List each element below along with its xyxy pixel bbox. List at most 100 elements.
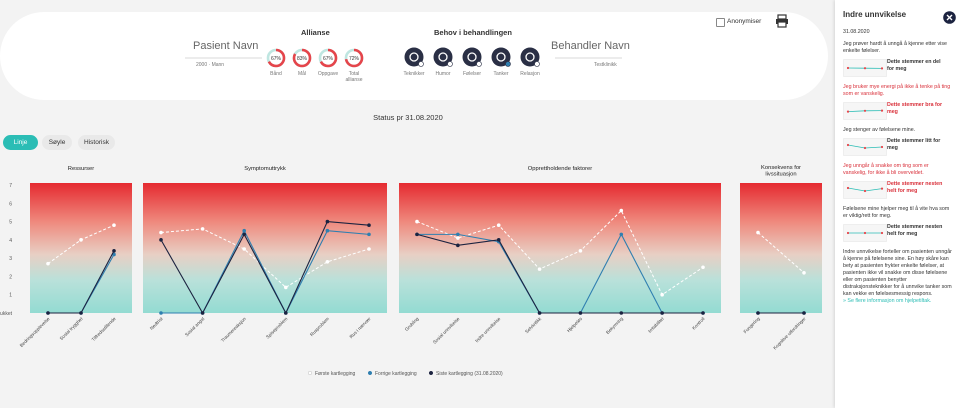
x-tick-label: Bekymring bbox=[605, 316, 624, 335]
sparkline-point bbox=[863, 189, 867, 193]
alliance-title: Allianse bbox=[301, 28, 330, 37]
print-icon[interactable] bbox=[775, 14, 789, 28]
need-icon[interactable] bbox=[433, 47, 453, 67]
legend-marker bbox=[428, 370, 434, 376]
series-point bbox=[496, 223, 501, 228]
legend-label: Siste kartlegging (31.08.2020) bbox=[436, 371, 503, 377]
series-point bbox=[367, 232, 371, 237]
sparkline-point bbox=[846, 186, 850, 190]
series-point bbox=[242, 247, 246, 251]
series-line bbox=[416, 233, 703, 314]
x-tick-label: Rusproblem bbox=[309, 316, 330, 337]
need-label: Tanker bbox=[493, 71, 508, 77]
series-point bbox=[325, 219, 330, 224]
checkbox[interactable] bbox=[716, 18, 725, 27]
series-point bbox=[79, 238, 83, 242]
need-label: Humor bbox=[435, 71, 450, 77]
series-point bbox=[159, 311, 163, 315]
gauge-label: Bånd bbox=[270, 70, 282, 77]
series-point bbox=[660, 292, 664, 297]
y-tick-label: 6 bbox=[9, 201, 12, 207]
need-label: Teknikker bbox=[403, 71, 424, 77]
tab[interactable]: Søyle bbox=[42, 135, 72, 150]
need-glyph bbox=[409, 52, 419, 62]
tab[interactable]: Historisk bbox=[78, 135, 115, 150]
sparkline bbox=[843, 181, 887, 199]
status: Status pr 31.08.2020 bbox=[373, 113, 443, 122]
statement: Jeg stenger av følelsene mine. bbox=[843, 127, 916, 133]
statement-item: Jeg stenger av følelsene mine. Dette stem… bbox=[843, 127, 952, 156]
sparkline-point bbox=[880, 109, 884, 112]
need-icon[interactable] bbox=[462, 47, 482, 67]
need-label: Relasjon bbox=[520, 71, 540, 77]
series-line bbox=[757, 232, 805, 274]
need-icon[interactable] bbox=[520, 47, 540, 67]
tab[interactable]: Linje bbox=[3, 135, 38, 150]
series-point bbox=[701, 311, 705, 315]
panel-background bbox=[143, 183, 387, 313]
series-line bbox=[160, 228, 370, 289]
sparkline bbox=[843, 102, 887, 120]
gauge-arc bbox=[266, 48, 286, 68]
series-point bbox=[578, 311, 583, 315]
panel-background bbox=[30, 183, 132, 313]
x-tick-label: Kontroll bbox=[691, 316, 706, 331]
series-point bbox=[200, 311, 205, 315]
series-point bbox=[112, 223, 116, 228]
statement-item: Jeg bruker mye energi på ikke å tenke på… bbox=[843, 84, 952, 120]
x-tick-label: Selvkritikk bbox=[524, 316, 543, 335]
series-point bbox=[325, 260, 330, 264]
series-point bbox=[802, 311, 806, 315]
gauge-arc bbox=[344, 48, 364, 68]
series-line bbox=[160, 220, 370, 315]
close-button[interactable] bbox=[943, 11, 956, 24]
need-icon[interactable] bbox=[491, 47, 511, 67]
need-glyph bbox=[467, 52, 477, 62]
need-icon[interactable] bbox=[404, 47, 424, 67]
series-point bbox=[200, 227, 205, 231]
panel-background bbox=[399, 183, 721, 313]
sparkline bbox=[843, 138, 887, 156]
gauge-value: 72% bbox=[349, 56, 360, 62]
x-tick-label: Indre unnvikelse bbox=[474, 316, 502, 344]
series-point bbox=[537, 311, 542, 315]
gauge-value: 83% bbox=[297, 56, 308, 62]
need-glyph bbox=[438, 52, 448, 62]
need-badge bbox=[447, 61, 453, 67]
y-tick-label: 3 bbox=[9, 256, 12, 262]
panel-title: Symptomuttrykk bbox=[244, 166, 286, 172]
x-tick-label: Irritabilitet bbox=[647, 316, 665, 334]
y-tick-label: 7 bbox=[9, 183, 12, 189]
anonymize-label[interactable]: Anonymiser bbox=[727, 18, 762, 25]
description: Indre unnvikelse forteller om pasienten … bbox=[843, 249, 952, 297]
panel-title: Ressurser bbox=[68, 166, 94, 172]
x-tick-label: Rus i nærvær bbox=[348, 316, 372, 340]
sparkline-point bbox=[863, 231, 867, 235]
series-point bbox=[456, 232, 460, 237]
series-point bbox=[284, 285, 288, 290]
assessment: Dette stemmer bra for meg bbox=[887, 102, 943, 115]
series-point bbox=[756, 230, 760, 235]
info-link[interactable]: » Se flere informasjon om hjelpetiltak. bbox=[843, 298, 932, 304]
side-date: 31.08.2020 bbox=[843, 29, 870, 35]
side-title: Indre unnvikelse bbox=[843, 10, 907, 19]
need-badge bbox=[476, 61, 482, 67]
y-tick-label: ukket bbox=[0, 311, 13, 317]
x-tick-label: Sosial unnvikelse bbox=[432, 316, 461, 345]
series-point bbox=[619, 208, 624, 213]
panel-background bbox=[740, 183, 822, 313]
sparkline-point bbox=[846, 66, 850, 70]
series-point bbox=[456, 236, 460, 240]
need-badge bbox=[418, 61, 424, 67]
sparkline bbox=[843, 224, 887, 242]
need-badge bbox=[505, 61, 511, 67]
statement-row: Dette stemmer nesten helt for meg bbox=[843, 224, 952, 242]
y-tick-label: 5 bbox=[9, 220, 12, 226]
series-point bbox=[159, 230, 163, 235]
gauge-label: Mål bbox=[298, 70, 306, 77]
x-tick-label: Kognitive utfordringer bbox=[772, 316, 807, 351]
patient-info: 2000 · Mann bbox=[196, 62, 225, 68]
series-point bbox=[619, 232, 624, 237]
statement-row: Dette stemmer bra for meg bbox=[843, 102, 952, 120]
sparkline-point bbox=[880, 145, 884, 149]
